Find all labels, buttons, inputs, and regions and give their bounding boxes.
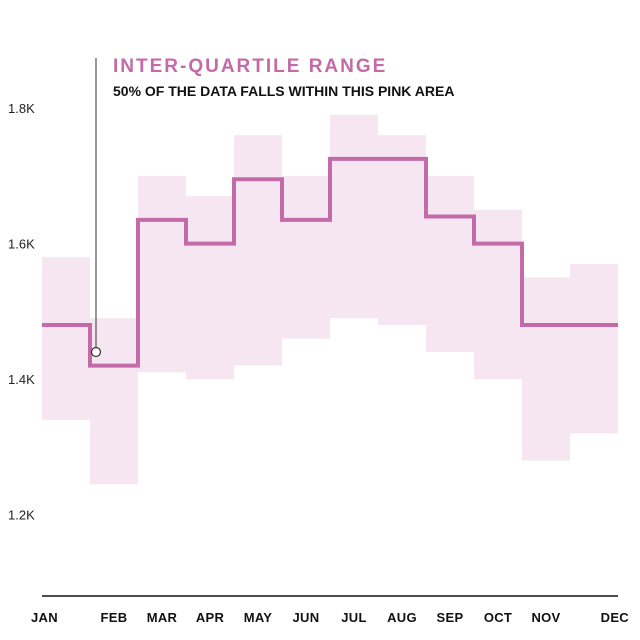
x-tick-label: DEC	[601, 610, 630, 625]
median-step-line	[42, 156, 618, 368]
x-tick-label: JAN	[31, 610, 58, 625]
y-tick-label: 1.6K	[8, 237, 35, 252]
iqr-band-jan	[42, 257, 90, 420]
x-tick-label: JUN	[293, 610, 320, 625]
x-tick-label: APR	[196, 610, 225, 625]
annotation-layer: INTER-QUARTILE RANGE 50% OF THE DATA FAL…	[90, 56, 454, 358]
iqr-band-jun	[282, 175, 330, 339]
x-tick-label: SEP	[437, 610, 464, 625]
x-tick-label: MAY	[244, 610, 273, 625]
x-tick-label: MAR	[147, 610, 178, 625]
iqr-band-feb	[90, 318, 138, 485]
x-tick-label: AUG	[387, 610, 417, 625]
iqr-band-apr	[186, 196, 234, 380]
axis-layer: 1.2K 1.4K 1.6K 1.8K JAN FEB MAR APR MAY JUN JUL AUG…	[8, 101, 629, 625]
iqr-band-may	[234, 135, 282, 366]
annotation-subtitle: 50% OF THE DATA FALLS WITHIN THIS PINK A…	[113, 83, 454, 99]
y-tick-label: 1.2K	[8, 508, 35, 523]
x-tick-label: NOV	[531, 610, 560, 625]
iqr-band-dec	[570, 263, 618, 434]
iqr-band-aug	[378, 135, 426, 325]
annotation-title: INTER-QUARTILE RANGE	[113, 56, 387, 77]
median-line-layer	[42, 156, 618, 368]
iqr-band-oct	[474, 209, 522, 380]
iqr-band-sep	[426, 175, 474, 353]
iqr-band-nov	[522, 277, 570, 461]
annotation-pointer-dot	[90, 346, 102, 358]
x-tick-label: OCT	[484, 610, 512, 625]
iqr-band-layer	[42, 114, 618, 485]
y-tick-label: 1.8K	[8, 101, 35, 116]
iqr-band-mar	[138, 175, 186, 373]
x-tick-label: FEB	[101, 610, 128, 625]
iqr-band-jul	[330, 114, 378, 319]
y-tick-label: 1.4K	[8, 372, 35, 387]
x-tick-label: JUL	[341, 610, 366, 625]
